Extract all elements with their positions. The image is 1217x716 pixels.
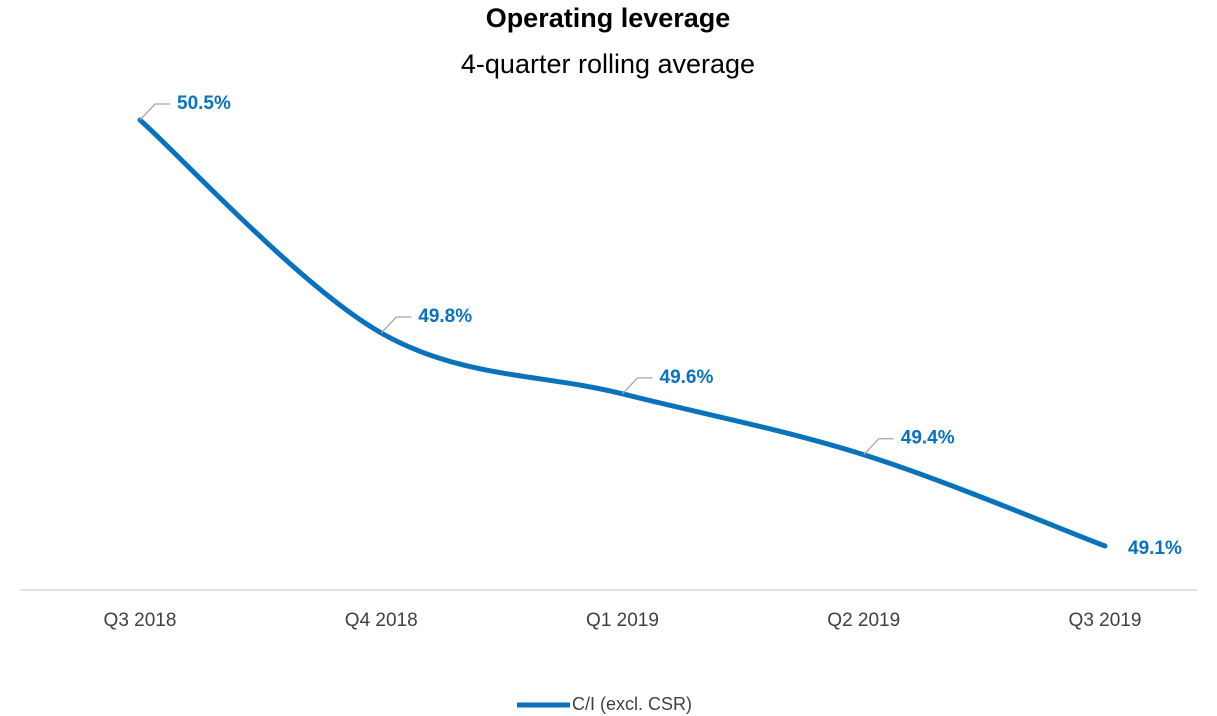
x-tick-label: Q3 2019 — [1069, 610, 1142, 631]
data-label: 49.6% — [660, 367, 714, 388]
x-tick-label: Q1 2019 — [586, 610, 659, 631]
chart-title: Operating leverage — [486, 3, 731, 33]
leader-line — [380, 316, 412, 334]
x-tick-label: Q3 2018 — [104, 610, 177, 631]
legend-label: C/I (excl. CSR) — [572, 694, 692, 714]
leader-line — [622, 377, 653, 395]
data-label: 49.1% — [1128, 538, 1182, 559]
x-tick-label: Q2 2019 — [827, 610, 900, 631]
data-label: 49.8% — [418, 306, 472, 327]
line — [137, 117, 1108, 549]
leader-line — [863, 438, 894, 456]
data-label: 50.5% — [177, 93, 231, 114]
x-tick-label: Q4 2018 — [345, 610, 418, 631]
data-label: 49.4% — [901, 428, 955, 449]
leader-line — [139, 103, 170, 121]
chart-subtitle: 4-quarter rolling average — [461, 49, 755, 79]
